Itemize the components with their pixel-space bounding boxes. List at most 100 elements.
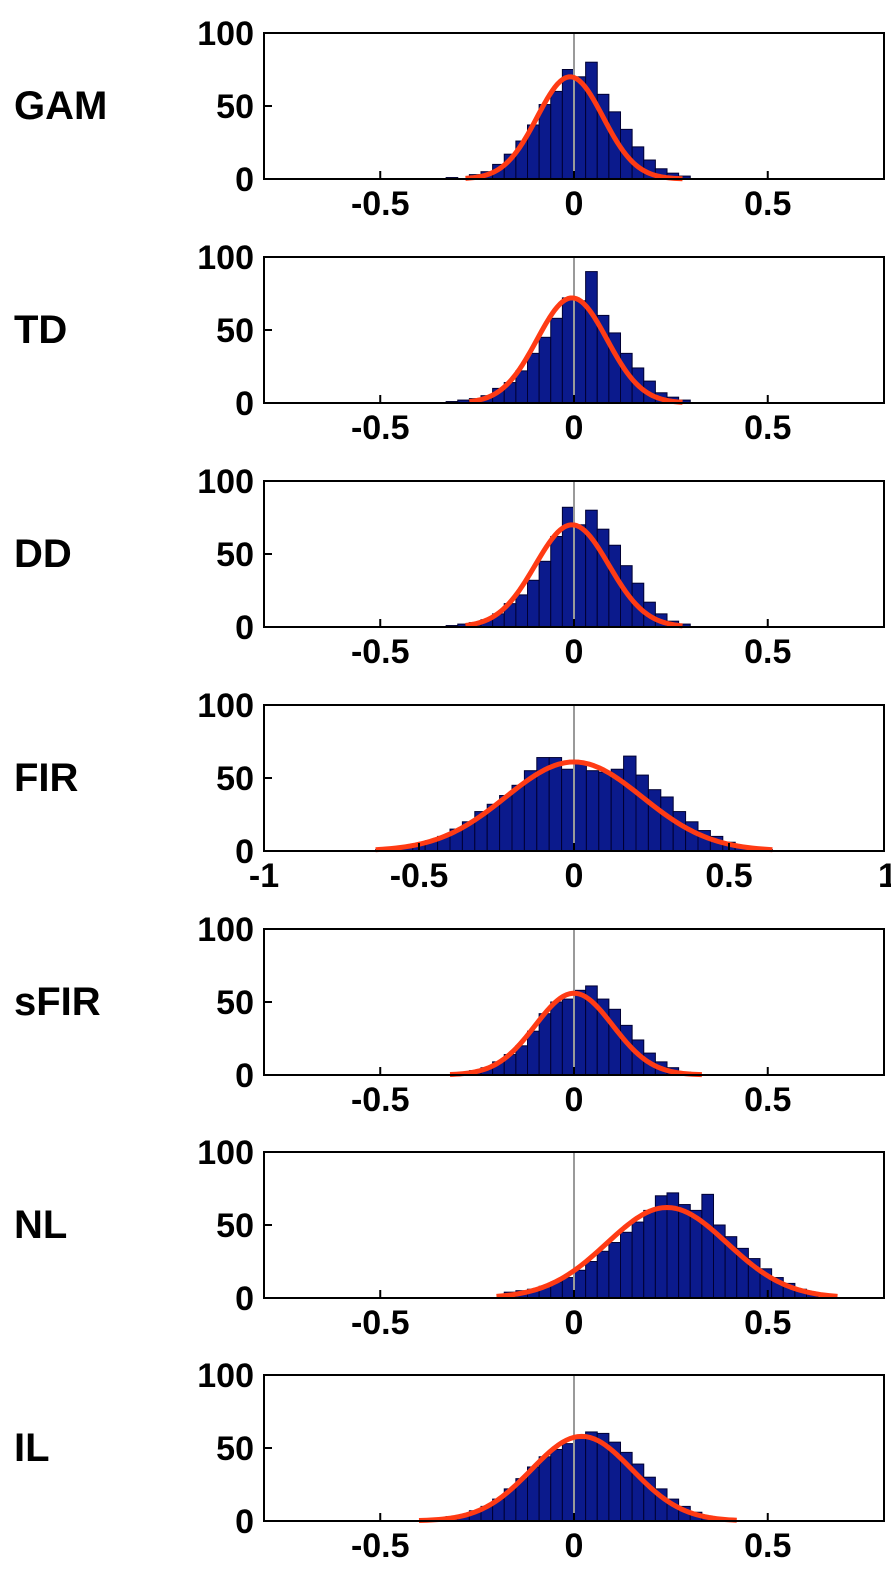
- histogram-bar: [585, 770, 600, 852]
- x-tick-label: 0: [565, 1304, 584, 1342]
- histogram-bar: [678, 1204, 691, 1299]
- histogram-bar: [527, 352, 540, 404]
- histogram-bar: [608, 1242, 622, 1299]
- y-tick-label: 100: [197, 687, 254, 725]
- histogram-bar: [515, 594, 529, 628]
- gaussian-fit-line: [375, 759, 773, 853]
- x-tick-label: 0: [565, 185, 584, 223]
- histogram-bar: [596, 528, 610, 628]
- histogram-bar: [511, 784, 525, 852]
- histogram-bar: [635, 774, 649, 852]
- histogram-bar: [573, 762, 587, 852]
- histogram-bar: [561, 297, 575, 404]
- y-tick-label: 100: [197, 1134, 254, 1172]
- y-tick-label: 0: [235, 385, 254, 423]
- y-tick-label: 50: [216, 1430, 254, 1468]
- histogram-bar: [631, 1221, 645, 1299]
- histogram-bar: [608, 544, 622, 628]
- y-tick-label: 100: [197, 1357, 254, 1395]
- histogram-bar: [548, 757, 563, 852]
- histogram-bar: [643, 1209, 656, 1299]
- y-tick-label: 50: [216, 312, 254, 350]
- y-tick-label: 100: [197, 463, 254, 501]
- y-tick-label: 50: [216, 760, 254, 798]
- gaussian-fit-line: [465, 522, 683, 629]
- histogram-bar: [620, 1231, 633, 1299]
- histogram-bar: [660, 796, 674, 852]
- gaussian-fit-line: [418, 1433, 737, 1524]
- x-tick-label: -1: [249, 857, 279, 895]
- histogram-bar: [561, 768, 575, 852]
- panel-gam: GAM 0 50 100 -0.5 0 0.5: [14, 15, 885, 223]
- row-label: TD: [14, 308, 67, 352]
- x-tick-label: 0: [565, 409, 584, 447]
- gaussian-fit-line: [449, 990, 702, 1078]
- y-tick-label: 0: [235, 161, 254, 199]
- histogram-bar: [538, 104, 552, 180]
- histogram-bar: [573, 1269, 587, 1299]
- y-tick-label: 50: [216, 984, 254, 1022]
- gaussian-fit-line: [496, 1204, 838, 1299]
- x-tick-label: -0.5: [351, 1304, 410, 1342]
- histogram-bar: [573, 300, 587, 404]
- histogram-bar: [561, 998, 575, 1076]
- histogram-bar: [585, 509, 598, 628]
- panel-il: IL 0 50 100 -0.5 0 0.5: [14, 1357, 885, 1565]
- histogram-bar: [596, 1250, 610, 1299]
- x-tick-label: 0: [565, 1081, 584, 1119]
- x-tick-label: 0.5: [744, 409, 791, 447]
- histogram-bar: [550, 1448, 563, 1522]
- row-label: IL: [14, 1426, 50, 1470]
- gaussian-fit-line: [469, 295, 683, 405]
- y-tick-label: 50: [216, 536, 254, 574]
- row-label: sFIR: [14, 980, 101, 1024]
- histogram-bar: [550, 90, 563, 180]
- x-tick-label: -0.5: [351, 1527, 410, 1565]
- histogram-bar: [550, 1001, 563, 1076]
- x-tick-label: -0.5: [351, 409, 410, 447]
- histogram-bar: [585, 1431, 598, 1522]
- histogram-bar: [623, 755, 637, 852]
- x-tick-label: 0.5: [744, 1081, 791, 1119]
- histogram-bar: [672, 811, 687, 852]
- row-label: FIR: [14, 756, 79, 800]
- y-tick-label: 100: [197, 911, 254, 949]
- histogram-bar: [585, 1261, 598, 1299]
- histogram-bar: [573, 524, 587, 628]
- x-tick-label: 0.5: [705, 857, 752, 895]
- x-tick-label: 0.5: [744, 1304, 791, 1342]
- x-tick-label: -0.5: [390, 857, 449, 895]
- x-tick-label: -0.5: [351, 1081, 410, 1119]
- histogram-bar: [561, 69, 575, 180]
- y-tick-label: 0: [235, 833, 254, 871]
- panel-fir: FIR 0 50 100 -1 -0.5 0 0.5 1: [14, 687, 891, 895]
- gaussian-fit-line: [465, 74, 683, 182]
- histogram-bar: [527, 579, 540, 628]
- y-tick-label: 0: [235, 1057, 254, 1095]
- histogram-bar: [585, 61, 598, 180]
- y-tick-label: 50: [216, 1207, 254, 1245]
- row-label: NL: [14, 1203, 67, 1247]
- histogram-bar: [538, 336, 552, 404]
- x-tick-label: 0: [565, 857, 584, 895]
- histogram-bar: [538, 1013, 552, 1076]
- panel-nl: NL 0 50 100 -0.5 0 0.5: [14, 1134, 885, 1342]
- y-tick-label: 0: [235, 1280, 254, 1318]
- x-tick-label: 0.5: [744, 633, 791, 671]
- histogram-bar: [689, 1209, 703, 1299]
- row-label: DD: [14, 532, 72, 576]
- y-tick-label: 100: [197, 239, 254, 277]
- panel-td: TD 0 50 100 -0.5 0 0.5: [14, 239, 885, 447]
- histogram-bar: [701, 1193, 715, 1299]
- histogram-bar: [561, 1443, 575, 1522]
- x-tick-label: 0: [565, 1527, 584, 1565]
- histogram-bar: [585, 271, 598, 404]
- x-tick-label: 0: [565, 633, 584, 671]
- histogram-bar: [499, 795, 513, 852]
- histogram-bar: [561, 1277, 575, 1299]
- histogram-bar: [573, 989, 587, 1076]
- y-tick-label: 0: [235, 609, 254, 647]
- x-tick-label: 0.5: [744, 185, 791, 223]
- histogram-bar: [538, 1456, 552, 1522]
